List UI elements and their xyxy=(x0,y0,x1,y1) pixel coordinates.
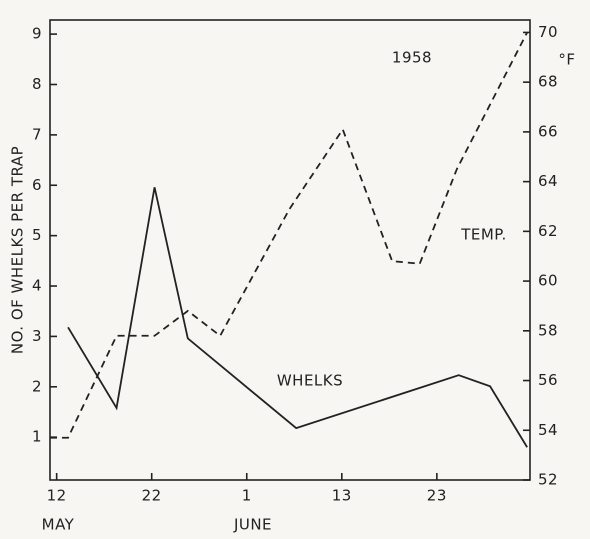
y2-tick-label: 56 xyxy=(538,371,558,389)
y2-tick-label: 54 xyxy=(538,421,558,439)
x-tick-label: 23 xyxy=(427,487,447,505)
y-tick-label: 2 xyxy=(32,377,42,395)
series-label: WHELKS xyxy=(277,372,343,390)
y-tick-label: 3 xyxy=(32,327,42,345)
month-label: MAY xyxy=(42,516,75,534)
y2-tick-label: 66 xyxy=(538,122,558,140)
y-tick-label: 7 xyxy=(32,125,42,143)
y2-tick-label: 64 xyxy=(538,172,558,190)
line-series xyxy=(50,32,528,439)
y2-tick-label: 52 xyxy=(538,471,558,489)
y2-tick-label: 62 xyxy=(538,222,558,240)
y2-tick-label: 60 xyxy=(538,272,558,290)
y2-tick-label: 70 xyxy=(538,23,558,41)
series-label: TEMP. xyxy=(460,226,507,244)
y-tick-label: 4 xyxy=(32,277,42,295)
month-label: JUNE xyxy=(233,516,272,534)
y2-axis-label: °F xyxy=(558,51,575,69)
y2-tick-label: 68 xyxy=(538,73,558,91)
x-tick-label: 13 xyxy=(332,487,352,505)
y-tick-label: 5 xyxy=(32,226,42,244)
y-tick-label: 8 xyxy=(32,75,42,93)
y-tick-label: 1 xyxy=(32,428,42,446)
line-series xyxy=(67,187,528,448)
chart-title: 1958 xyxy=(392,49,432,67)
x-tick-label: 22 xyxy=(142,487,162,505)
plot-frame xyxy=(49,19,531,481)
x-tick-label: 1 xyxy=(242,487,252,505)
x-tick-label: 12 xyxy=(47,487,67,505)
y-tick-label: 6 xyxy=(32,176,42,194)
y-tick-label: 9 xyxy=(32,25,42,43)
y-axis-label: NO. OF WHELKS PER TRAP xyxy=(9,146,27,354)
y2-tick-label: 58 xyxy=(538,321,558,339)
